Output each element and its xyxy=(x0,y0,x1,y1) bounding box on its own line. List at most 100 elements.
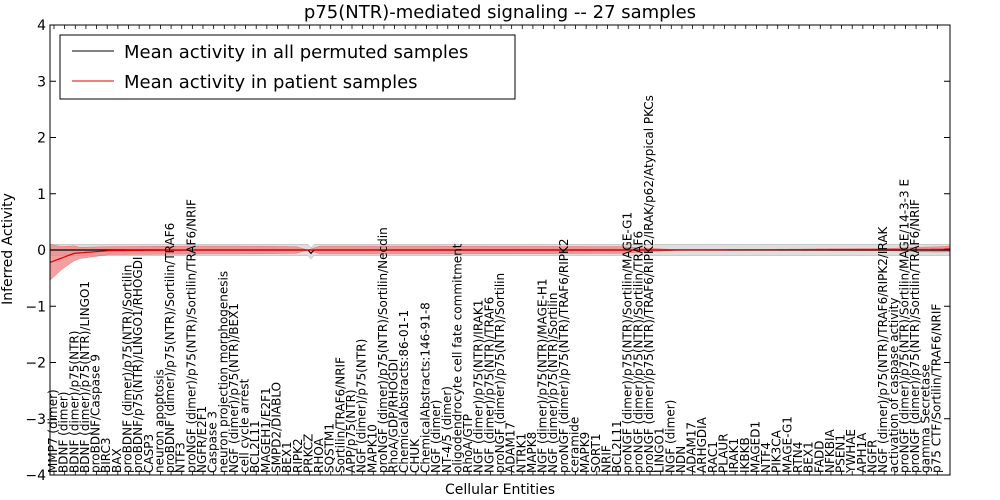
category-label: ceramide xyxy=(568,417,582,473)
category-label: NGF (dimer)/p75(NTR)/IRAK1 xyxy=(472,300,486,473)
category-label: NGF (dimer)/p75(NTR)/TRAF6/RIPK2/IRAK xyxy=(876,225,890,473)
category-label: YWHAE xyxy=(844,429,858,474)
category-label: MAGE-G1 xyxy=(780,416,794,473)
category-label: ADAM17 xyxy=(685,422,699,473)
category-label: NFKBIA xyxy=(823,428,837,473)
category-label: MAPK9 xyxy=(578,432,592,473)
category-label: APP/p75(NTR) xyxy=(344,389,358,473)
category-label: neuron projection morphogenesis xyxy=(216,271,230,473)
axes: −4 −3 −2 −1 0 1 2 3 4 xyxy=(25,18,951,484)
y-axis-label: Inferred Activity xyxy=(0,193,16,305)
category-label: p75 CTF/Sortilin/TRAF6/NRIF xyxy=(929,304,943,473)
category-label: BAX xyxy=(110,448,124,473)
category-label: NGF (dimer)/p75(NTR) xyxy=(355,339,369,473)
category-label: neuron apoptosis xyxy=(152,369,166,473)
category-label: CASP3 xyxy=(142,434,156,473)
category-label: RIPK2 xyxy=(291,438,305,473)
legend-label-patient: Mean activity in patient samples xyxy=(124,72,418,93)
category-label: NTF4 xyxy=(759,442,773,473)
category-label: proNGF (dimer)/p75(NTR)/Sortilin xyxy=(493,273,507,473)
category-label: BDNF (dimer) xyxy=(57,392,71,474)
category-label: NT-4/5 (dimer) xyxy=(440,386,454,473)
legend-label-permuted: Mean activity in all permuted samples xyxy=(124,42,468,63)
category-label: NGF (dimer) xyxy=(429,400,443,473)
category-label: FADD xyxy=(812,441,826,474)
category-label: PIK3CA xyxy=(770,429,784,473)
category-label: BEX1 xyxy=(802,441,816,473)
category-label: BDNF (dimer)/p75(NTR)/LINGO1 xyxy=(78,281,92,473)
category-label: MAPK10 xyxy=(365,424,379,473)
chart-title: p75(NTR)-mediated signaling -- 27 sample… xyxy=(304,2,696,23)
category-label: gamma Secretase xyxy=(919,364,933,473)
category-label: ARHGDIA xyxy=(695,416,709,473)
category-label: NRIF xyxy=(599,445,613,473)
category-label: proNGF (dimer)/p75(NTR)/Sortilin/MAGE-G1 xyxy=(621,212,635,473)
category-label: Sortilin/TRAF6/NRIF xyxy=(333,357,347,473)
y-tick-label: 4 xyxy=(37,18,46,34)
x-axis-label: Cellular Entities xyxy=(445,482,555,498)
category-label: activation of caspase activity xyxy=(887,298,901,473)
category-label: NGF (dimer)/p75(NTR)/Sortilin xyxy=(546,293,560,474)
category-label: PLAUR xyxy=(717,433,731,473)
y-tick-label: 2 xyxy=(37,131,46,147)
category-label: proNGF (dimer)/p75(NTR)/Sortilin/TRAF6/N… xyxy=(908,199,922,473)
category-label: BCL2L11 xyxy=(248,420,262,473)
category-label: RAC1 xyxy=(706,441,720,473)
category-label: SMPD2/DIABLO xyxy=(270,382,284,473)
y-tick-label: 3 xyxy=(37,74,46,90)
category-label: proBDNF (dimer)/p75(NTR)/Sortilin/TRAF6 xyxy=(163,223,177,473)
category-label: RHOA xyxy=(312,437,326,473)
category-label: NGF (dimer)/p75(NTR)/MAGE-H1 xyxy=(536,278,550,473)
category-label: proBDNF/Caspase 9 xyxy=(89,354,103,473)
category-label: LINGO1 xyxy=(653,427,667,473)
category-label: oligodendrocyte cell fate commitment xyxy=(450,243,464,473)
category-label: proBDNF/p75(NTR)/LINGO1/RHOGDI xyxy=(131,257,145,473)
category-label: proNGF (dimer)/p75(NTR)/TRAF6/RIPK2 xyxy=(557,238,571,473)
category-label: proNGF (dimer)/p75(NTR)/Sortilin/Necdin xyxy=(376,227,390,473)
category-label: NGF (dimer) xyxy=(663,400,677,473)
category-label: BEX1 xyxy=(280,441,294,473)
y-tick-label: −4 xyxy=(25,468,46,484)
patient-mean-line xyxy=(49,248,951,263)
category-label: proNGF (dimer)/p75(NTR)/Sortilin/TRAF6 xyxy=(631,231,645,473)
category-label: RhoA/GDP/RHOGDI xyxy=(387,359,401,473)
category-label: proNGF (dimer)/p75(NTR)/TRAF6/RIPK2/IRAK… xyxy=(642,95,656,473)
y-tick-label: 1 xyxy=(37,187,46,203)
category-label: NGF (dimer)/p75(NTR)/BEX1 xyxy=(227,303,241,473)
category-label: BCL2L11 xyxy=(610,420,624,473)
category-labels: MMP7 (dimer)BDNF (dimer)BDNF (dimer)/p75… xyxy=(46,95,943,474)
y-tick-label: −2 xyxy=(25,356,46,372)
category-label: NGFR xyxy=(866,439,880,473)
category-label: MAPK8 xyxy=(525,432,539,473)
legend: Mean activity in all permuted samples Me… xyxy=(59,34,516,100)
category-label: NGFR/E2F1 xyxy=(195,406,209,473)
category-label: NTRK1 xyxy=(514,433,528,473)
category-label: BDNF (dimer)/p75(NTR) xyxy=(67,331,81,473)
category-label: RTN4 xyxy=(791,442,805,473)
category-label: proNGF (dimer)/p75(NTR)/Sortilin/TRAF6/N… xyxy=(184,199,198,473)
category-label: IKBKB xyxy=(738,437,752,473)
category-label: MAGEH1/E2F1 xyxy=(259,387,273,473)
y-tick-label: −3 xyxy=(25,412,46,428)
category-label: ADAM17 xyxy=(504,422,518,473)
category-label: proBDNF (dimer)/p75(NTR)/Sortilin xyxy=(121,265,135,473)
category-label: NTF3 xyxy=(174,442,188,473)
category-label: MAGED1 xyxy=(748,421,762,473)
category-label: NGF (dimer)/p75(NTR)/TRAF6 xyxy=(482,297,496,473)
category-label: PSEN1 xyxy=(834,434,848,473)
category-label: cell cycle arrest xyxy=(238,378,252,473)
category-label: ChemicalAbstracts:86-01-1 xyxy=(397,310,411,473)
category-label: CHUK xyxy=(408,438,422,473)
legend-box xyxy=(59,34,516,100)
category-label: ChemicalAbstracts:146-91-8 xyxy=(419,302,433,473)
category-label: RhoA/GTP xyxy=(461,414,475,473)
category-label: SORT1 xyxy=(589,434,603,474)
category-label: SQSTM1 xyxy=(323,423,337,473)
category-label: PRKCZ xyxy=(301,434,315,473)
category-label: BIRC3 xyxy=(99,437,113,473)
category-label: IRAK1 xyxy=(727,438,741,473)
y-tick-label: −1 xyxy=(25,299,46,315)
category-label: proNGF (dimer)/p75(NTR)/Sortilin/MAGE/14… xyxy=(897,179,911,473)
y-tick-label: 0 xyxy=(37,243,46,259)
